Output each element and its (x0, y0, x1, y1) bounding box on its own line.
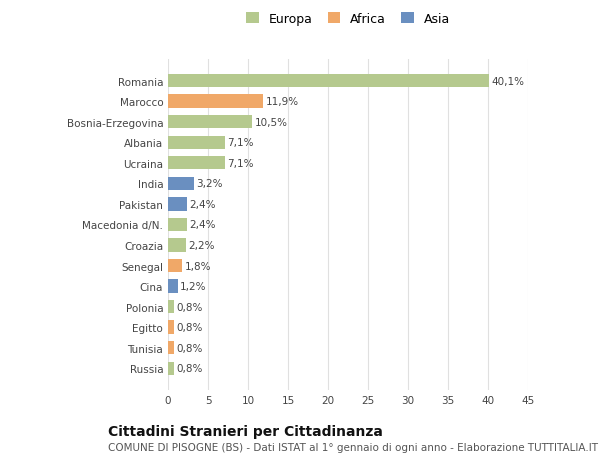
Bar (168, 259, 182, 273)
Text: COMUNE DI PISOGNE (BS) - Dati ISTAT al 1° gennaio di ogni anno - Elaborazione TU: COMUNE DI PISOGNE (BS) - Dati ISTAT al 1… (108, 442, 598, 452)
Text: 2,4%: 2,4% (190, 220, 216, 230)
Bar (168, 198, 187, 211)
Bar (168, 157, 225, 170)
Bar (168, 362, 175, 375)
Text: 11,9%: 11,9% (266, 97, 299, 107)
Bar (168, 280, 178, 293)
Bar (168, 136, 225, 150)
Text: 0,8%: 0,8% (177, 323, 203, 332)
Legend: Europa, Africa, Asia: Europa, Africa, Asia (246, 13, 450, 26)
Bar (168, 239, 185, 252)
Text: 10,5%: 10,5% (254, 118, 287, 127)
Bar (168, 300, 175, 313)
Text: 0,8%: 0,8% (177, 302, 203, 312)
Text: 0,8%: 0,8% (177, 364, 203, 374)
Text: 1,8%: 1,8% (185, 261, 211, 271)
Bar (168, 177, 194, 190)
Bar (168, 95, 263, 108)
Text: 1,2%: 1,2% (180, 281, 206, 291)
Bar (168, 321, 175, 334)
Text: 7,1%: 7,1% (227, 138, 254, 148)
Bar (168, 116, 252, 129)
Text: 3,2%: 3,2% (196, 179, 223, 189)
Text: Cittadini Stranieri per Cittadinanza: Cittadini Stranieri per Cittadinanza (108, 425, 383, 438)
Bar (168, 341, 175, 355)
Text: 7,1%: 7,1% (227, 158, 254, 168)
Text: 0,8%: 0,8% (177, 343, 203, 353)
Text: 2,4%: 2,4% (190, 199, 216, 209)
Bar (168, 218, 187, 232)
Text: 2,2%: 2,2% (188, 241, 215, 251)
Bar (168, 75, 489, 88)
Text: 40,1%: 40,1% (491, 76, 524, 86)
